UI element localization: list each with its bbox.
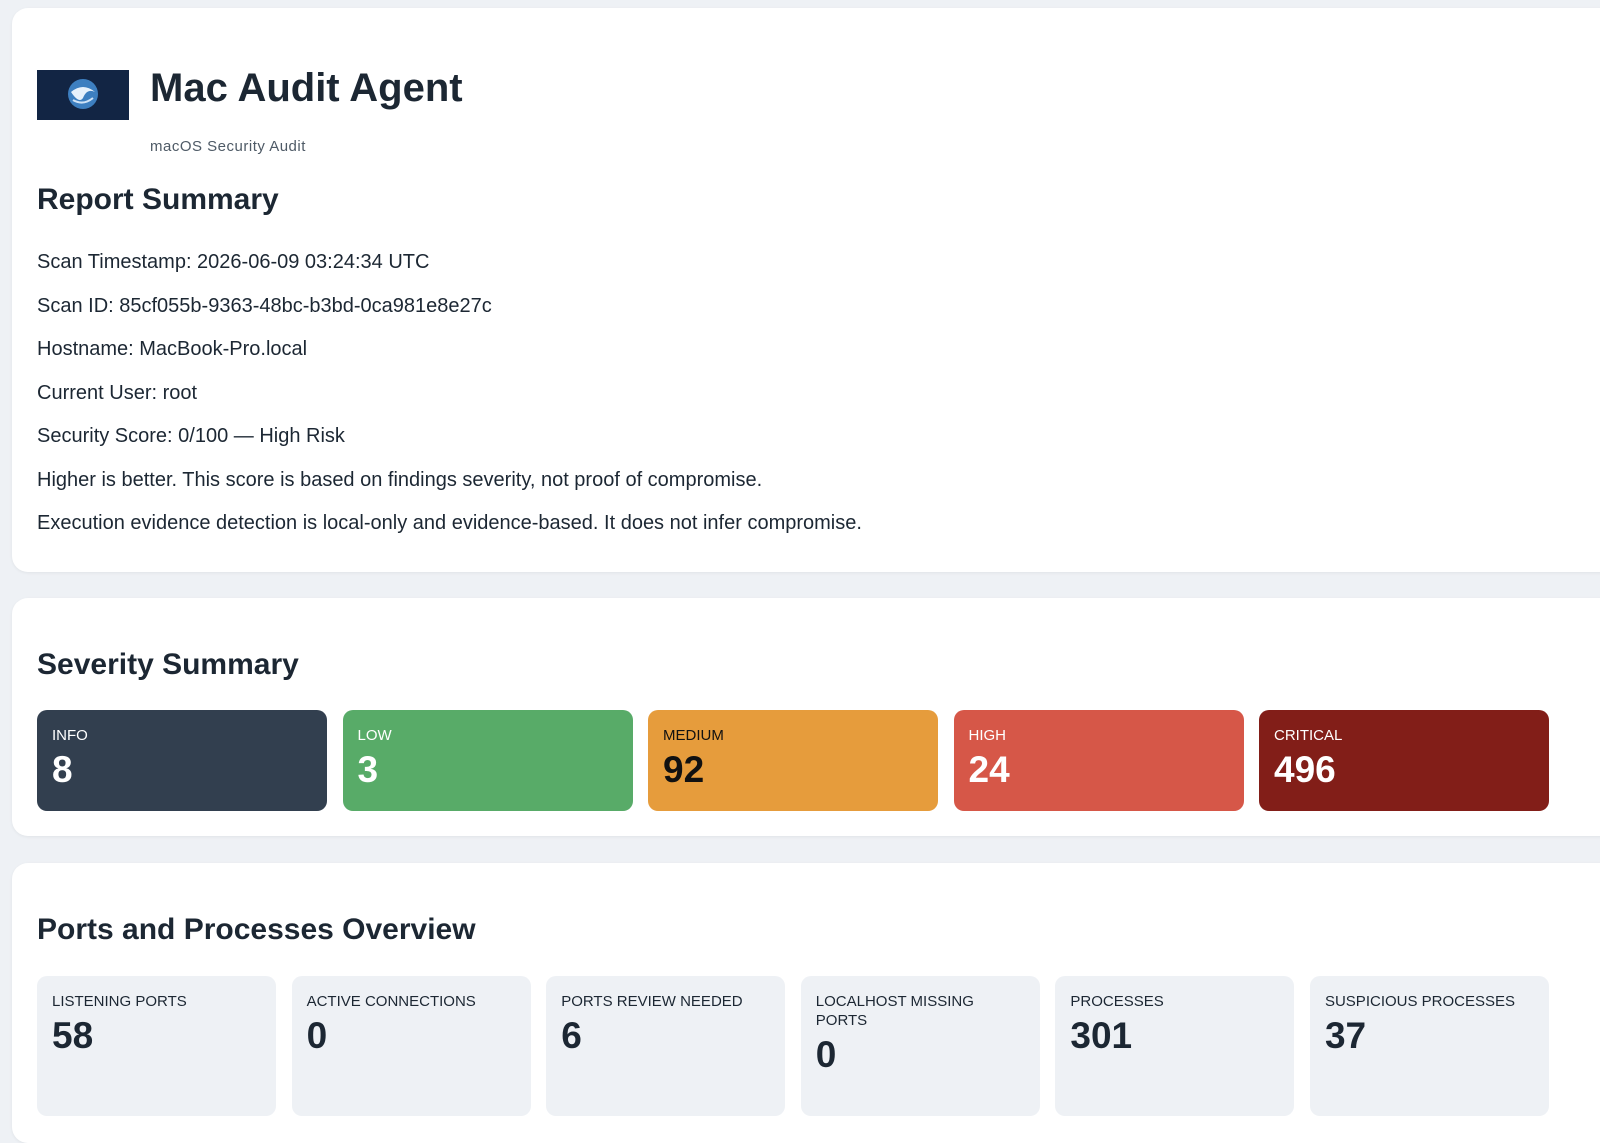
summary-lines: Scan Timestamp: 2026-06-09 03:24:34 UTC S… bbox=[37, 242, 862, 547]
stat-value: 3 bbox=[357, 749, 379, 790]
stat-card: LOW 3 bbox=[342, 710, 633, 811]
stat-label: CRITICAL bbox=[1274, 727, 1343, 744]
stat-label: LOCALHOST MISSING PORTS bbox=[815, 993, 974, 1029]
summary-line: Security Score: 0/100 — High Risk bbox=[37, 425, 345, 447]
stat-value: 6 bbox=[561, 1015, 582, 1056]
report-panel: Mac Audit Agent macOS Security Audit Rep… bbox=[12, 8, 1600, 572]
stat-label: SUSPICIOUS PROCESSES bbox=[1324, 993, 1516, 1010]
stat-label: PORTS REVIEW NEEDED bbox=[561, 993, 743, 1010]
body: Mac Audit Agent macOS Security Audit Rep… bbox=[12, 8, 1600, 1143]
stat-card: INFO 8 bbox=[37, 710, 327, 811]
summary-line: Hostname: MacBook-Pro.local bbox=[37, 338, 308, 360]
logo bbox=[37, 70, 129, 120]
app-title: Mac Audit Agent bbox=[150, 66, 463, 110]
stat-card: LISTENING PORTS 58 bbox=[37, 976, 276, 1116]
page: {"header": {"title": "Mac Audit Agent", … bbox=[12, 8, 1600, 1143]
severity-panel: Severity Summary INFO 8 LOW 3 MEDIUM 92 HIGH 24… bbox=[12, 598, 1600, 836]
stat-label: ACTIVE CONNECTIONS bbox=[306, 993, 476, 1010]
section-title: Ports and Processes Overview bbox=[37, 913, 476, 946]
summary-line: Execution evidence detection is local-on… bbox=[37, 512, 862, 534]
stat-card: PORTS REVIEW NEEDED 6 bbox=[546, 976, 786, 1116]
stat-value: 496 bbox=[1274, 749, 1336, 790]
stat-value: 92 bbox=[663, 749, 705, 790]
stat-label: MEDIUM bbox=[663, 727, 724, 744]
stat-value: 0 bbox=[306, 1015, 328, 1056]
stat-value: 58 bbox=[52, 1015, 94, 1056]
stat-value: 0 bbox=[815, 1034, 837, 1075]
summary-line: Higher is better. This score is based on… bbox=[37, 468, 763, 491]
stat-value: 24 bbox=[968, 749, 1010, 790]
stat-label: INFO bbox=[52, 727, 88, 744]
summary-line: Current User: root bbox=[37, 381, 198, 404]
stat-card: CRITICAL 496 bbox=[1259, 710, 1549, 811]
severity-cards: INFO 8 LOW 3 MEDIUM 92 HIGH 24 CRITICAL 496 bbox=[37, 710, 1549, 811]
summary-line: Scan Timestamp: 2026-06-09 03:24:34 UTC bbox=[37, 251, 430, 273]
stat-card: LOCALHOST MISSING PORTS 0 bbox=[800, 976, 1040, 1116]
app-subtitle: macOS Security Audit bbox=[150, 138, 306, 155]
stat-label: HIGH bbox=[968, 727, 1007, 744]
stat-card: MEDIUM 92 bbox=[648, 710, 938, 811]
section-title: Report Summary bbox=[37, 183, 279, 216]
overview-cards: LISTENING PORTS 58 ACTIVE CONNECTIONS 0 PORT… bbox=[37, 976, 1549, 1116]
stat-value: 37 bbox=[1324, 1015, 1367, 1056]
summary-line: Scan ID: 85cf055b-9363-48bc-b3bd-0ca981e… bbox=[37, 294, 492, 317]
stat-card: SUSPICIOUS PROCESSES 37 bbox=[1309, 976, 1549, 1116]
stat-card: ACTIVE CONNECTIONS 0 bbox=[291, 976, 531, 1116]
section-title: Severity Summary bbox=[37, 648, 299, 681]
stat-card: HIGH 24 bbox=[953, 710, 1244, 811]
stat-value: 301 bbox=[1070, 1015, 1133, 1056]
stat-value: 8 bbox=[52, 749, 73, 790]
stat-card: PROCESSES 301 bbox=[1055, 976, 1295, 1116]
ports-panel: Ports and Processes Overview LISTENING P… bbox=[12, 863, 1600, 1143]
stat-label: PROCESSES bbox=[1070, 993, 1164, 1010]
stat-label: LOW bbox=[357, 727, 392, 744]
stat-label: LISTENING PORTS bbox=[52, 993, 187, 1010]
